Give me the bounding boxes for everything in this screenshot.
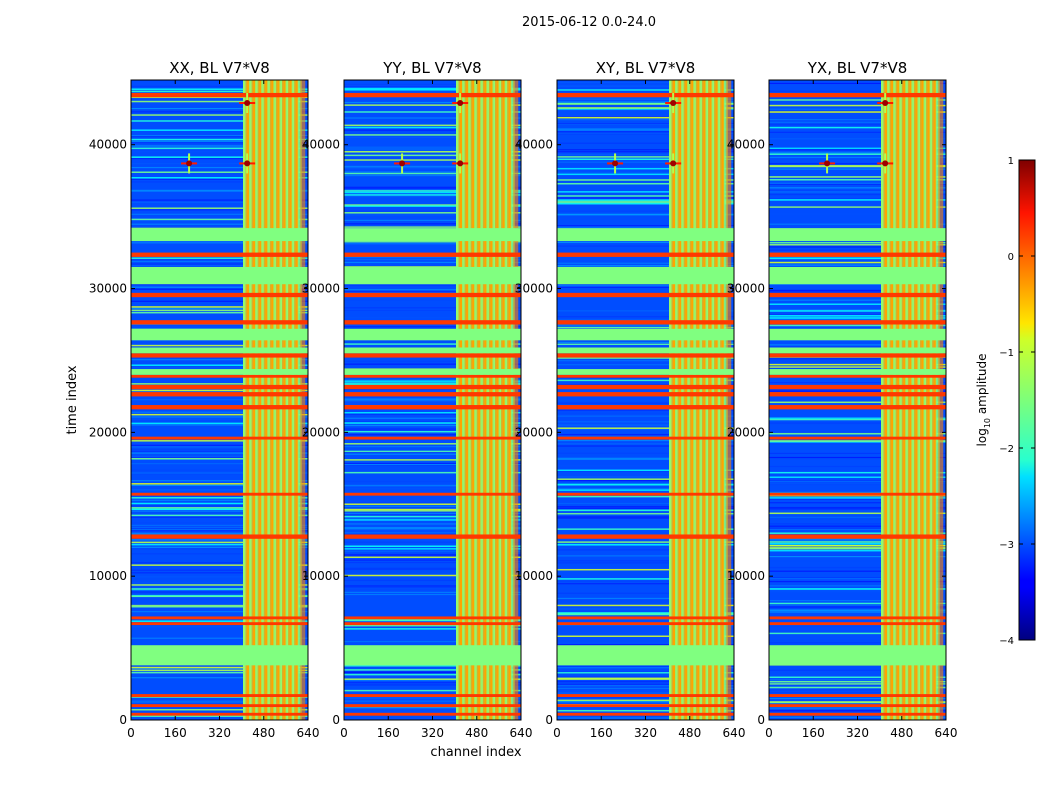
x-tick-label: 0 — [127, 726, 135, 740]
x-tick-label: 480 — [890, 726, 913, 740]
heatmap-image — [131, 80, 308, 720]
y-tick-label: 20000 — [727, 425, 765, 439]
x-tick-label: 320 — [846, 726, 869, 740]
colorbar: 1 0 −1 −2 −3 −4 log10 amplitude — [975, 156, 1036, 647]
heatmap-image — [344, 80, 521, 720]
x-tick-label: 640 — [297, 726, 320, 740]
panel-title: XY, BL V7*V8 — [596, 59, 696, 77]
panel-1: XX, BL V7*V8 0 160 320 480 640 0 10000 20000 3000… — [89, 59, 320, 740]
x-tick-label: 640 — [935, 726, 958, 740]
heatmap-image — [557, 80, 734, 720]
x-tick-label: 160 — [590, 726, 613, 740]
y-tick-label: 30000 — [515, 282, 553, 296]
y-tick-label: 20000 — [89, 425, 127, 439]
panel-title: XX, BL V7*V8 — [169, 59, 270, 77]
y-tick-label: 40000 — [515, 138, 553, 152]
y-tick-label: 0 — [332, 713, 340, 727]
y-tick-label: 20000 — [302, 425, 340, 439]
heatmap-image — [769, 80, 946, 720]
y-tick-label: 0 — [119, 713, 127, 727]
x-tick-label: 0 — [553, 726, 561, 740]
x-tick-label: 640 — [510, 726, 533, 740]
colorbar-tick-label: −2 — [999, 444, 1014, 455]
x-tick-label: 480 — [252, 726, 275, 740]
y-tick-label: 40000 — [89, 138, 127, 152]
x-tick-label: 0 — [340, 726, 348, 740]
colorbar-gradient — [1018, 159, 1036, 641]
x-tick-label: 320 — [421, 726, 444, 740]
y-tick-label: 10000 — [302, 569, 340, 583]
x-axis-label: channel index — [430, 745, 521, 760]
heatmap-panels: XX, BL V7*V8 0 160 320 480 640 0 10000 20000 3000… — [89, 59, 958, 740]
y-tick-label: 10000 — [515, 569, 553, 583]
x-tick-label: 640 — [723, 726, 746, 740]
y-tick-label: 0 — [757, 713, 765, 727]
colorbar-tick-label: −4 — [999, 636, 1014, 647]
y-tick-label: 30000 — [89, 282, 127, 296]
panel-title: YY, BL V7*V8 — [382, 59, 481, 77]
panel-4: YX, BL V7*V8 0 160 320 480 640 0 10000 20000 3000… — [727, 59, 958, 740]
y-tick-label: 30000 — [727, 282, 765, 296]
x-tick-label: 320 — [634, 726, 657, 740]
panel-3: XY, BL V7*V8 0 160 320 480 640 0 10000 20000 3000… — [515, 59, 746, 740]
x-tick-label: 160 — [377, 726, 400, 740]
y-tick-label: 30000 — [302, 282, 340, 296]
y-tick-label: 10000 — [89, 569, 127, 583]
x-tick-label: 160 — [164, 726, 187, 740]
y-tick-label: 40000 — [727, 138, 765, 152]
panel-title: YX, BL V7*V8 — [807, 59, 908, 77]
y-tick-label: 0 — [545, 713, 553, 727]
x-tick-label: 480 — [678, 726, 701, 740]
x-tick-label: 160 — [802, 726, 825, 740]
colorbar-tick-label: −1 — [999, 348, 1014, 359]
x-tick-label: 0 — [765, 726, 773, 740]
colorbar-tick-label: −3 — [999, 540, 1014, 551]
colorbar-tick-label: 0 — [1008, 252, 1014, 263]
colorbar-label: log10 amplitude — [975, 354, 992, 447]
panel-2: YY, BL V7*V8 0 160 320 480 640 0 10000 20000 3000… — [302, 59, 533, 740]
figure-suptitle: 2015-06-12 0.0-24.0 — [522, 15, 656, 30]
x-tick-label: 320 — [208, 726, 231, 740]
y-tick-label: 40000 — [302, 138, 340, 152]
y-tick-label: 10000 — [727, 569, 765, 583]
colorbar-tick-label: 1 — [1008, 156, 1014, 167]
y-tick-label: 20000 — [515, 425, 553, 439]
x-tick-label: 480 — [465, 726, 488, 740]
y-axis-label: time index — [65, 365, 80, 434]
colorbar-ticks: 1 0 −1 −2 −3 −4 — [999, 156, 1035, 647]
